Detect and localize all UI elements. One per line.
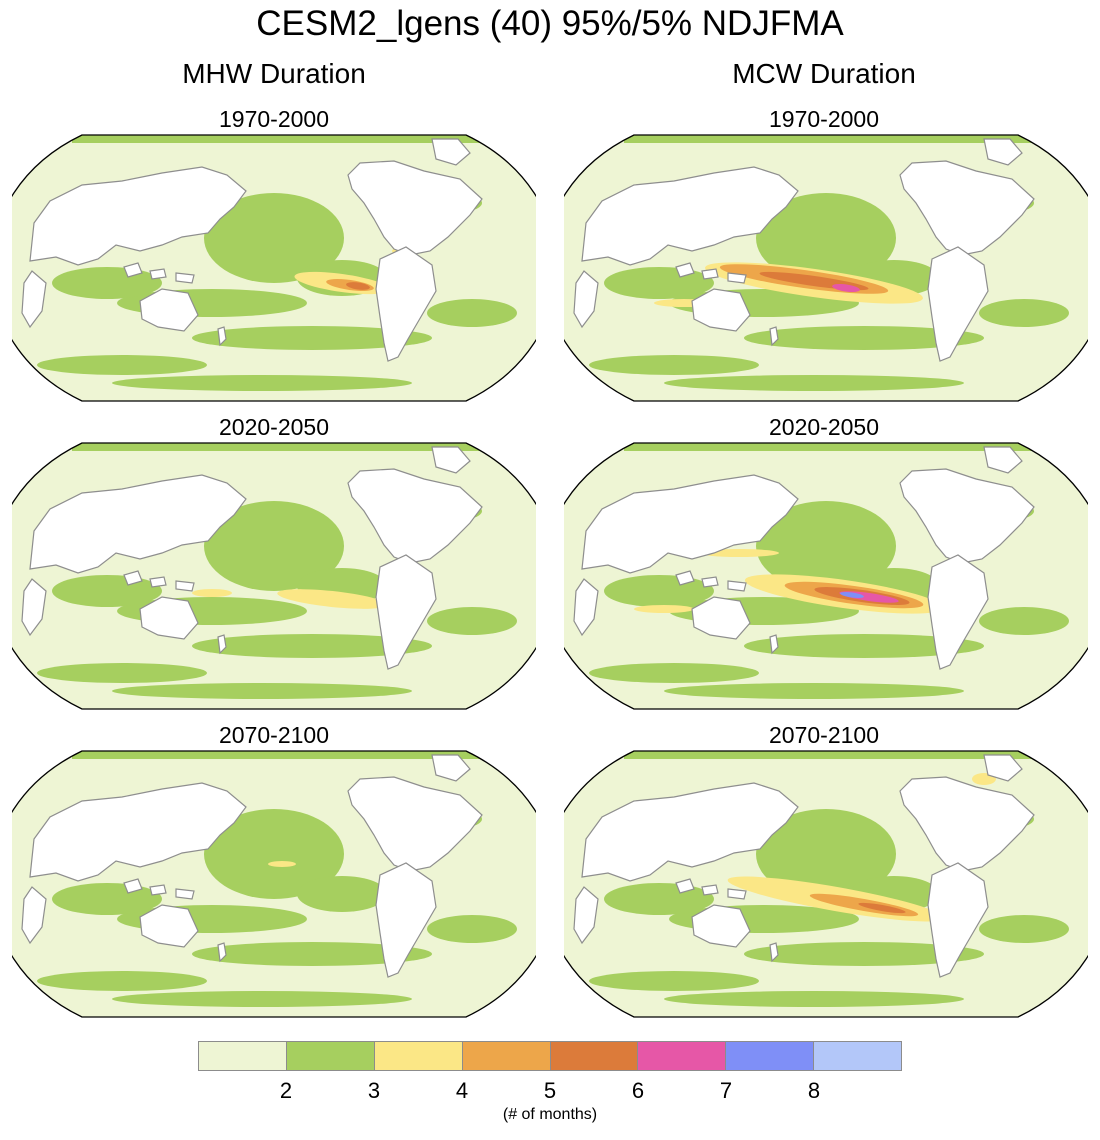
panel-title-mcw-2070: 2070-2100 bbox=[769, 722, 879, 748]
colorbar-unit-label: (# of months) bbox=[502, 1106, 598, 1123]
map-mcw-2070 bbox=[564, 750, 1088, 1018]
colorbar bbox=[198, 1041, 902, 1071]
colorbar-box-3 bbox=[374, 1042, 463, 1070]
panel-title-mhw-2070: 2070-2100 bbox=[219, 722, 329, 748]
map-mhw-2020 bbox=[12, 442, 536, 710]
figure-title: CESM2_lgens (40) 95%/5% NDJFMA bbox=[256, 4, 844, 43]
colorbar-box-6 bbox=[638, 1042, 727, 1070]
colorbar-tick: 8 bbox=[807, 1078, 821, 1103]
colorbar-box-5 bbox=[550, 1042, 639, 1070]
map-mcw-2020 bbox=[564, 442, 1088, 710]
panel-title-mcw-2020: 2020-2050 bbox=[769, 414, 879, 440]
panel-title-mhw-1970: 1970-2000 bbox=[219, 106, 329, 132]
colorbar-tick: 6 bbox=[631, 1078, 645, 1103]
column-title-mcw: MCW Duration bbox=[732, 58, 916, 89]
map-mcw-1970 bbox=[564, 134, 1088, 402]
column-title-mhw: MHW Duration bbox=[182, 58, 366, 89]
colorbar-box-4 bbox=[462, 1042, 551, 1070]
colorbar-tick: 5 bbox=[543, 1078, 557, 1103]
colorbar-box-7 bbox=[726, 1042, 815, 1070]
colorbar-box-2 bbox=[286, 1042, 375, 1070]
colorbar-box-1 bbox=[199, 1042, 287, 1070]
map-mhw-1970 bbox=[12, 134, 536, 402]
panel-title-mhw-2020: 2020-2050 bbox=[219, 414, 329, 440]
colorbar-tick: 4 bbox=[455, 1078, 469, 1103]
colorbar-tick: 3 bbox=[367, 1078, 381, 1103]
colorbar-box-8 bbox=[814, 1042, 901, 1070]
map-mhw-2070 bbox=[12, 750, 536, 1018]
colorbar-tick: 2 bbox=[279, 1078, 293, 1103]
panel-title-mcw-1970: 1970-2000 bbox=[769, 106, 879, 132]
colorbar-tick: 7 bbox=[719, 1078, 733, 1103]
